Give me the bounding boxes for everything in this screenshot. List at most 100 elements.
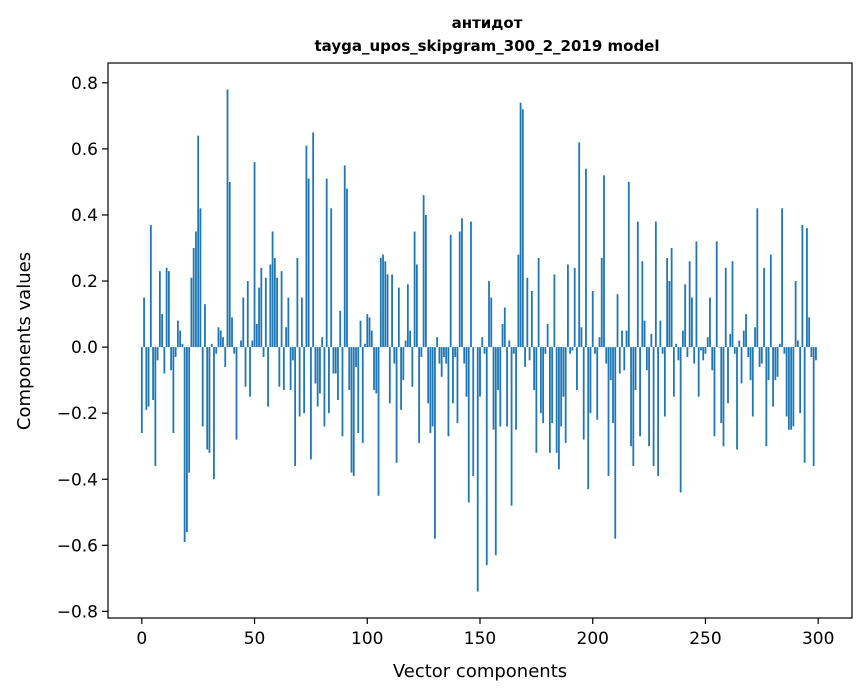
bar-236 (672, 347, 675, 397)
bar-90 (343, 165, 346, 348)
bar-228 (654, 221, 657, 348)
bar-296 (808, 317, 811, 348)
bar-230 (659, 320, 662, 348)
bar-63 (282, 347, 285, 391)
bar-116 (402, 347, 405, 381)
bar-107 (382, 254, 384, 348)
bar-2 (145, 347, 148, 410)
bar-225 (648, 347, 650, 447)
bar-294 (803, 347, 806, 463)
bar-257 (720, 347, 723, 424)
bar-48 (249, 347, 251, 397)
bar-265 (738, 340, 741, 348)
bar-215 (625, 330, 628, 348)
x-tick-label: 250 (689, 629, 721, 649)
bar-8 (158, 271, 161, 348)
bar-22 (190, 277, 193, 348)
bar-73 (305, 145, 308, 348)
bar-36 (222, 337, 224, 348)
bar-53 (260, 267, 263, 348)
bar-72 (303, 347, 306, 414)
bar-174 (533, 347, 536, 391)
bar-143 (463, 347, 466, 364)
bar-38 (226, 89, 229, 348)
bar-98 (361, 347, 364, 443)
bar-128 (429, 347, 432, 433)
x-tick-label: 300 (802, 629, 834, 649)
bar-62 (280, 271, 283, 348)
bar-160 (501, 323, 504, 348)
bar-110 (388, 347, 391, 404)
bar-214 (623, 347, 626, 371)
bar-147 (472, 347, 475, 476)
bar-140 (456, 347, 459, 424)
bar-192 (573, 267, 576, 348)
bar-295 (806, 228, 808, 348)
bar-17 (179, 330, 182, 348)
bar-247 (697, 347, 700, 397)
bar-10 (163, 347, 166, 374)
bar-59 (273, 257, 276, 348)
bar-299 (815, 347, 817, 361)
bar-144 (465, 347, 468, 397)
bar-12 (167, 271, 170, 348)
bar-11 (165, 267, 168, 348)
bar-252 (709, 297, 711, 348)
bar-76 (312, 132, 315, 348)
y-tick-label: 0.8 (71, 74, 98, 94)
y-tick-label: −0.2 (57, 404, 98, 424)
bar-253 (711, 347, 714, 371)
bar-56 (267, 347, 269, 407)
bar-109 (386, 274, 389, 348)
bar-267 (742, 330, 745, 348)
bar-198 (587, 347, 590, 490)
bar-286 (785, 347, 788, 417)
bar-64 (285, 327, 288, 348)
bar-223 (643, 320, 646, 348)
bar-229 (657, 347, 660, 476)
bar-178 (542, 347, 545, 424)
bar-238 (677, 347, 680, 361)
bar-168 (519, 102, 522, 348)
bar-152 (483, 347, 486, 354)
bar-92 (348, 347, 351, 391)
bar-0 (140, 347, 143, 433)
bar-297 (810, 347, 813, 358)
bar-33 (215, 347, 218, 354)
bar-58 (271, 231, 274, 348)
bar-166 (515, 347, 517, 430)
bar-54 (262, 347, 265, 358)
bar-120 (411, 347, 414, 387)
bar-222 (641, 261, 644, 348)
bar-67 (291, 347, 294, 361)
bar-162 (506, 347, 508, 427)
bar-195 (580, 327, 583, 348)
bar-125 (422, 195, 425, 348)
bar-290 (794, 281, 797, 348)
bar-87 (337, 347, 339, 400)
bar-241 (684, 284, 687, 348)
bar-237 (675, 343, 678, 348)
bar-244 (691, 297, 693, 348)
bar-45 (242, 297, 245, 348)
bar-138 (452, 347, 454, 404)
bar-156 (492, 347, 495, 430)
bar-217 (630, 347, 632, 447)
bar-211 (616, 294, 619, 348)
bar-159 (499, 347, 502, 427)
bar-124 (420, 347, 423, 358)
bar-141 (458, 231, 461, 348)
bar-167 (517, 254, 520, 348)
bar-246 (695, 241, 698, 348)
bar-269 (747, 347, 750, 358)
bar-277 (765, 347, 768, 447)
bar-213 (621, 330, 623, 348)
x-tick-label: 50 (244, 629, 266, 649)
bar-263 (733, 347, 736, 354)
bar-29 (206, 347, 209, 450)
bar-280 (772, 347, 774, 407)
y-tick-label: 0.2 (71, 272, 98, 292)
bar-28 (204, 304, 206, 348)
bar-34 (217, 327, 220, 348)
bar-189 (567, 264, 569, 348)
